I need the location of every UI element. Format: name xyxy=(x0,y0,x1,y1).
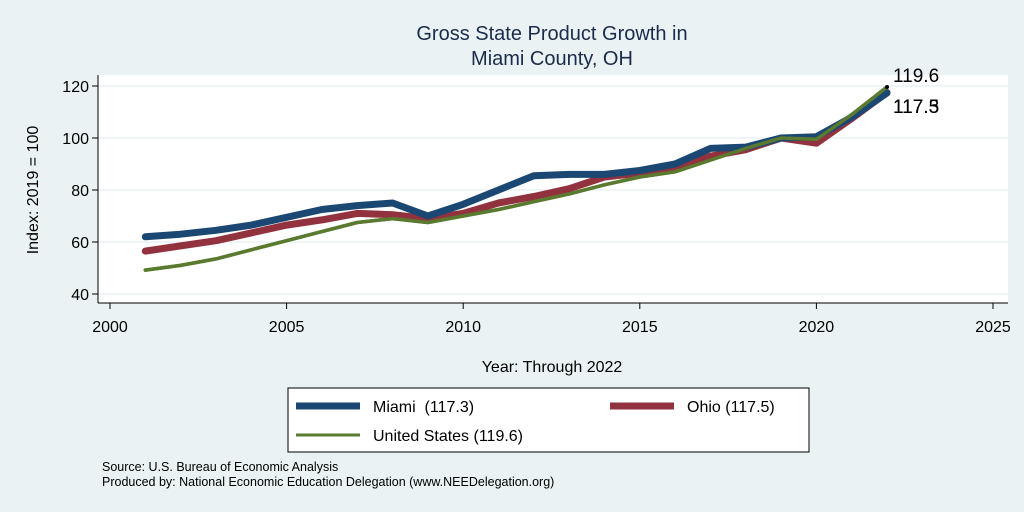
end-value-label: 117.5 xyxy=(893,97,939,118)
source-note: Source: U.S. Bureau of Economic Analysis xyxy=(102,460,339,474)
x-tick-label: 2020 xyxy=(799,319,835,336)
legend: Miami (117.3) Ohio (117.5) United States… xyxy=(287,387,810,453)
legend-label-ohio: Ohio (117.5) xyxy=(687,399,775,416)
chart-subtitle: Miami County, OH xyxy=(471,48,633,70)
y-tick-label: 40 xyxy=(71,287,89,304)
legend-box xyxy=(287,387,810,453)
produced-by-note: Produced by: National Economic Education… xyxy=(102,475,555,489)
axes: 40 60 80 100 120 2000 2005 2010 2015 2020 2025 xyxy=(62,75,1011,336)
y-tick-label: 100 xyxy=(62,131,89,148)
y-tick-label: 120 xyxy=(62,79,89,96)
x-tick-label: 2010 xyxy=(445,319,481,336)
legend-label-miami: Miami (117.3) xyxy=(373,399,474,416)
x-tick-label: 2000 xyxy=(92,319,128,336)
x-tick-label: 2005 xyxy=(269,319,305,336)
end-value-label: 119.6 xyxy=(893,66,939,87)
end-value-label: 117.3 xyxy=(893,97,939,118)
footer: Source: U.S. Bureau of Economic Analysis… xyxy=(102,460,554,490)
series-lines xyxy=(141,85,891,272)
x-tick-label: 2025 xyxy=(975,319,1011,336)
chart-title: Gross State Product Growth in xyxy=(416,23,687,45)
end-point-marker xyxy=(885,85,890,90)
legend-label-united-states: United States (119.6) xyxy=(373,428,523,445)
y-tick-label: 80 xyxy=(71,183,89,200)
series-line-united-states-overlay xyxy=(143,85,889,272)
y-tick-label: 60 xyxy=(71,235,89,252)
y-axis-label: Index: 2019 = 100 xyxy=(25,126,42,255)
x-axis-label: Year: Through 2022 xyxy=(482,359,623,376)
x-tick-label: 2015 xyxy=(622,319,658,336)
